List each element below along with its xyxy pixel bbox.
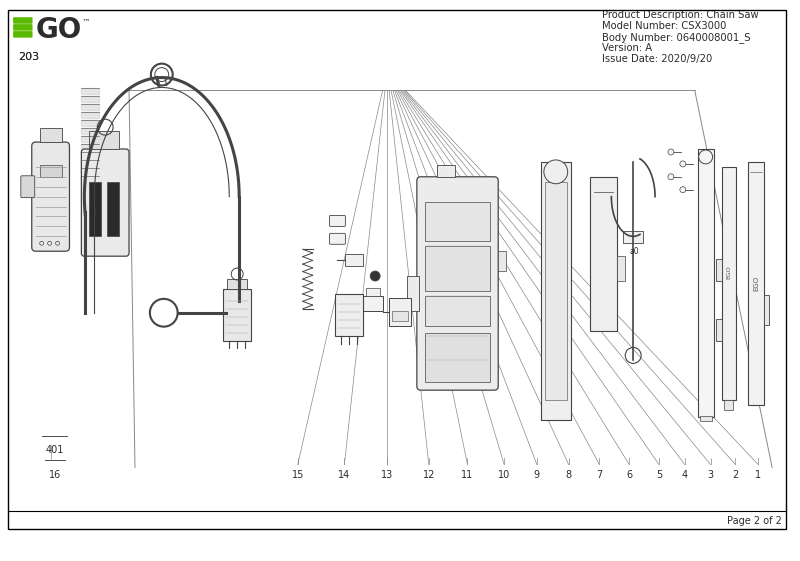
- Bar: [748, 162, 764, 405]
- Text: Page 2 of 2: Page 2 of 2: [727, 516, 782, 526]
- Bar: [346, 254, 363, 266]
- Bar: [389, 298, 411, 325]
- Text: 203: 203: [18, 52, 39, 62]
- Text: 1: 1: [755, 470, 762, 480]
- Bar: [40, 165, 62, 177]
- Bar: [590, 177, 618, 330]
- Bar: [40, 128, 62, 142]
- Bar: [715, 259, 722, 281]
- Text: 8: 8: [566, 470, 572, 480]
- Bar: [541, 162, 570, 420]
- Text: GO: GO: [36, 16, 82, 44]
- Text: 10: 10: [498, 470, 510, 480]
- Text: 5: 5: [656, 470, 662, 480]
- Text: 12: 12: [422, 470, 435, 480]
- Circle shape: [680, 187, 686, 192]
- Bar: [545, 182, 566, 400]
- FancyBboxPatch shape: [21, 176, 34, 197]
- Bar: [698, 149, 714, 417]
- Bar: [363, 296, 383, 311]
- Circle shape: [680, 161, 686, 167]
- Bar: [425, 333, 490, 382]
- Bar: [227, 279, 247, 289]
- Bar: [107, 182, 119, 236]
- Text: 15: 15: [291, 470, 304, 480]
- Text: 9: 9: [534, 470, 540, 480]
- Bar: [392, 311, 408, 321]
- Text: Product Description: Chain Saw: Product Description: Chain Saw: [602, 10, 759, 20]
- Bar: [623, 231, 643, 243]
- Bar: [723, 400, 734, 410]
- Text: 6: 6: [626, 470, 632, 480]
- Bar: [618, 256, 626, 281]
- Circle shape: [544, 160, 568, 184]
- FancyBboxPatch shape: [330, 215, 346, 227]
- Bar: [425, 246, 490, 291]
- Text: EGO: EGO: [726, 265, 731, 279]
- Text: Version: A: Version: A: [602, 43, 653, 53]
- Bar: [437, 165, 454, 177]
- Text: EGO: EGO: [754, 276, 759, 291]
- Bar: [425, 201, 490, 241]
- Bar: [335, 294, 363, 335]
- FancyBboxPatch shape: [13, 17, 33, 24]
- Bar: [223, 289, 251, 341]
- FancyBboxPatch shape: [32, 142, 70, 251]
- Bar: [700, 416, 712, 421]
- Bar: [498, 251, 506, 271]
- Text: Issue Date: 2020/9/20: Issue Date: 2020/9/20: [602, 54, 713, 64]
- FancyBboxPatch shape: [330, 233, 346, 244]
- Text: 13: 13: [381, 470, 393, 480]
- Bar: [722, 167, 737, 400]
- Bar: [366, 288, 380, 296]
- Bar: [90, 182, 102, 236]
- Text: 4: 4: [682, 470, 688, 480]
- Bar: [425, 296, 490, 325]
- Text: 14: 14: [338, 470, 350, 480]
- FancyBboxPatch shape: [82, 149, 129, 256]
- Bar: [764, 295, 769, 325]
- Text: a0: a0: [630, 247, 639, 256]
- Text: 2: 2: [732, 470, 738, 480]
- Text: Model Number: CSX3000: Model Number: CSX3000: [602, 21, 727, 31]
- Circle shape: [668, 149, 674, 155]
- Bar: [715, 319, 722, 341]
- FancyBboxPatch shape: [13, 31, 33, 38]
- Text: 16: 16: [49, 470, 61, 480]
- Bar: [407, 276, 419, 311]
- Text: 203: 203: [18, 52, 39, 62]
- Text: ™: ™: [82, 17, 90, 26]
- Text: Body Number: 0640008001_S: Body Number: 0640008001_S: [602, 32, 751, 43]
- Bar: [90, 131, 119, 149]
- Text: 3: 3: [707, 470, 714, 480]
- FancyBboxPatch shape: [13, 24, 33, 31]
- Circle shape: [698, 150, 713, 164]
- Text: 11: 11: [462, 470, 474, 480]
- Text: 401: 401: [46, 445, 64, 455]
- Circle shape: [370, 271, 380, 281]
- Text: 7: 7: [596, 470, 602, 480]
- Circle shape: [668, 174, 674, 180]
- FancyBboxPatch shape: [417, 177, 498, 390]
